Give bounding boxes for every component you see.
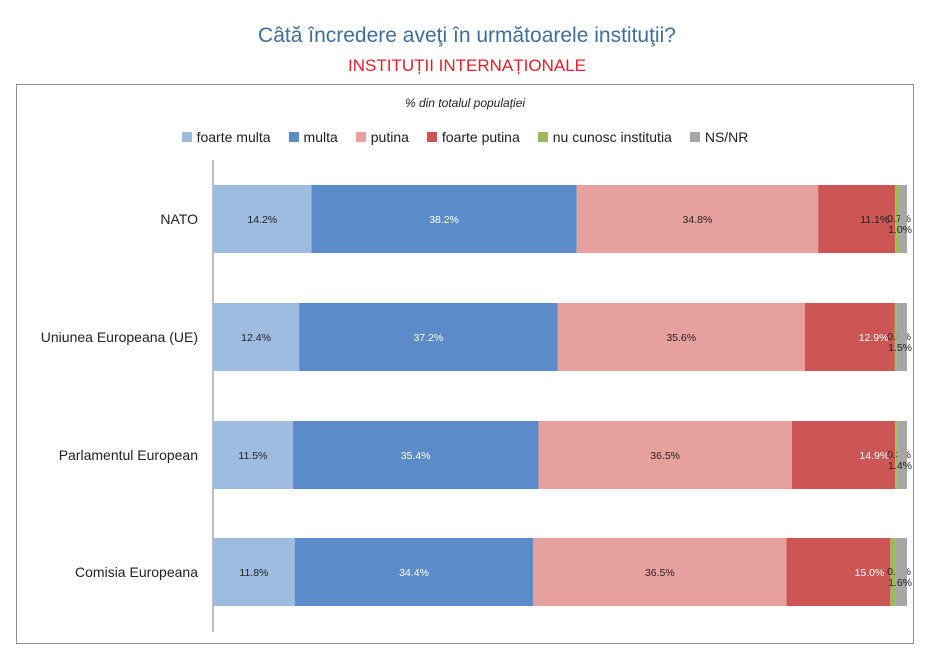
data-label: 37.2% [413,332,443,344]
bar-segment [213,185,312,253]
data-label: 14.2% [247,214,277,226]
legend-item-5: NS/NR [689,129,749,145]
bar-segment [294,538,534,606]
bar-segment [538,421,792,489]
category-label: Parlamentul European [59,447,198,463]
bar-segment [791,421,896,489]
bar-segment [299,303,558,371]
legend: foarte multa multa putina foarte putina nu c… [17,129,913,145]
legend-swatch [689,132,700,142]
legend-swatch [355,132,366,142]
legend-item-0: foarte multa [181,129,271,145]
bar-segment [894,303,897,371]
bar-segment [897,421,907,489]
bar-segment [557,303,805,371]
legend-swatch [288,132,299,142]
data-label: 14.9% [859,450,889,462]
bar-segment [804,303,895,371]
data-label: 1.6% [888,577,912,589]
legend-label: putina [370,129,409,145]
data-label: 1.4% [888,460,912,472]
bar-segment [533,538,787,606]
data-label: 12.9% [859,332,889,344]
legend-label: nu cunosc institutia [552,129,672,145]
data-label: 34.4% [399,567,429,579]
category-label: Uniunea Europeana (UE) [41,329,198,345]
data-label: 11.1% [860,214,889,226]
data-label: 35.4% [401,450,431,462]
data-label: 15.0% [855,567,885,579]
chart-subtitle: INSTITUȚII INTERNAȚIONALE [347,56,587,75]
data-label: 38.2% [429,214,459,226]
data-label: 35.6% [666,332,696,344]
bar-segment [818,185,896,253]
chart-title: Câtă încredere aveţi în următoarele inst… [258,24,676,47]
bar-segment [895,538,907,606]
legend-item-1: multa [288,129,338,145]
data-label: 11.8% [239,567,268,579]
data-label: 12.4% [241,332,271,344]
bar-segment [896,303,907,371]
chart-frame: % din totalul populației foarte multa mul… [16,84,914,644]
data-label: 36.5% [645,567,675,579]
legend-item-3: foarte putina [426,129,520,145]
bar-segment [292,421,539,489]
bar-segment [576,185,819,253]
bar-segment [213,303,300,371]
bar-segment [900,185,907,253]
legend-label: foarte multa [196,129,271,145]
bar-segment [213,538,295,606]
legend-swatch [181,132,192,142]
data-label: 11.5% [238,450,267,462]
legend-swatch [537,132,548,142]
data-label: 34.8% [683,214,713,226]
bar-segment [895,421,898,489]
legend-label: multa [303,129,338,145]
category-label: NATO [160,211,198,227]
data-label: 1.5% [888,342,912,354]
category-label: Comisia Europeana [75,564,198,580]
data-label: 1.0% [888,224,912,236]
legend-label: NS/NR [704,129,749,145]
bar-segment [895,185,901,253]
legend-swatch [426,132,437,142]
data-label: 36.5% [650,450,680,462]
chart-note: % din totalul populației [404,96,526,110]
bar-segment [213,421,293,489]
bar-segment [786,538,891,606]
legend-item-2: putina [355,129,409,145]
bar-segment [311,185,577,253]
bar-segment [890,538,896,606]
legend-label: foarte putina [441,129,520,145]
legend-item-4: nu cunosc institutia [537,129,672,145]
